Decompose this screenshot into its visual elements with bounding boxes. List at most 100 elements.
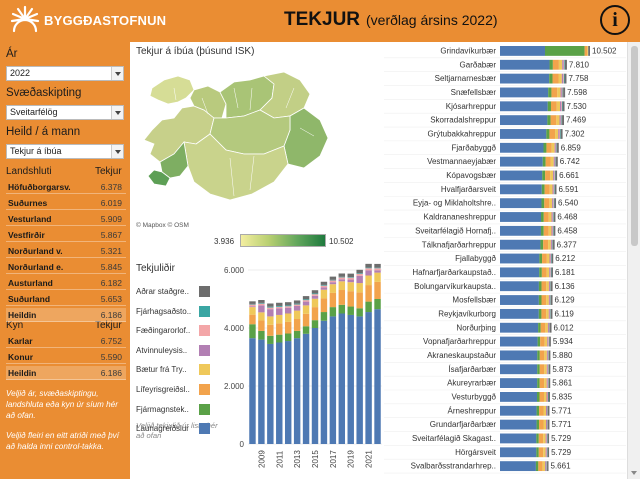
municipality-bar-segment xyxy=(500,350,538,361)
x-tick-label: 2011 xyxy=(275,450,284,468)
stack-segment xyxy=(258,302,265,304)
stack-segment xyxy=(267,303,274,307)
municipality-value: 6.742 xyxy=(560,157,581,166)
municipality-value: 10.502 xyxy=(592,47,617,56)
division-select[interactable]: Sveitarfélög xyxy=(6,105,124,120)
municipality-value: 6.181 xyxy=(555,268,576,277)
municipality-bar-segment xyxy=(548,392,551,402)
municipality-bar-segment xyxy=(549,281,551,292)
iceland-map[interactable] xyxy=(134,58,338,238)
municipality-bar-segment xyxy=(537,350,540,361)
municipality-value: 7.302 xyxy=(565,130,586,139)
municipality-bar-segment xyxy=(500,405,537,416)
scrollbar-thumb[interactable] xyxy=(631,46,638,246)
municipality-bar-segment xyxy=(500,267,540,278)
municipality-value: 5.880 xyxy=(552,351,573,360)
municipality-bar-segment xyxy=(539,253,543,264)
municipality-bar-segment xyxy=(500,392,538,402)
component-item[interactable]: Lífeyrisgreiðsl.. xyxy=(136,385,190,394)
municipality-bar-segment xyxy=(548,378,551,388)
municipality-label: Akureyrarbær xyxy=(447,379,496,388)
municipality-label: Fjallabyggð xyxy=(455,254,496,263)
region-row[interactable]: Höfuðborgarsv. 6.378 xyxy=(6,180,126,194)
municipality-bar-segment xyxy=(556,142,558,153)
region-value: 6.019 xyxy=(100,198,122,208)
municipality-bar-segment xyxy=(554,184,555,195)
municipality-bar-segment xyxy=(546,142,552,153)
region-row[interactable]: Norðurland v. 5.321 xyxy=(6,244,126,258)
component-item[interactable]: Bætur frá Try.. xyxy=(136,365,187,375)
division-select-value: Sveitarfélög xyxy=(10,107,58,117)
municipality-label: Garðabær xyxy=(460,60,497,69)
municipality-bar-segment xyxy=(546,350,548,361)
region-row[interactable]: Suðurland 5.653 xyxy=(6,292,126,306)
municipality-bar-segment xyxy=(555,170,558,181)
components-title: Tekjuliðir xyxy=(136,263,175,274)
x-tick-label: 2021 xyxy=(365,450,374,468)
municipality-bar-segment xyxy=(562,59,564,70)
region-row[interactable]: Suðurnes 6.019 xyxy=(6,196,126,210)
municipality-bar-segment xyxy=(546,129,550,139)
municipality-bar-segment xyxy=(561,115,563,126)
municipality-bar-segment xyxy=(552,225,554,236)
income-components-chart[interactable]: 0 2.000 4.000 6.000 2009 2011 2013 2015 2017 2019… xyxy=(212,262,384,474)
scroll-down-icon[interactable] xyxy=(631,471,637,475)
municipality-bar-segment xyxy=(553,170,555,181)
component-item[interactable]: Fjárhagsaðsto.. xyxy=(136,306,192,316)
stack-segment xyxy=(365,285,372,302)
gender-row[interactable]: Karlar 6.752 xyxy=(6,334,126,348)
municipality-bar-segment xyxy=(551,239,553,250)
x-tick-label: 2015 xyxy=(311,450,320,468)
municipality-bar-segment xyxy=(562,101,565,112)
gender-row[interactable]: Konur 5.590 xyxy=(6,350,126,364)
stack-segment xyxy=(284,341,292,444)
stack-segment xyxy=(267,307,274,310)
region-row[interactable]: Austurland 6.182 xyxy=(6,276,126,290)
component-item[interactable]: Fjármagnstek.. xyxy=(136,404,189,414)
stack-segment xyxy=(338,281,346,291)
gender-row[interactable]: Heildin 6.186 xyxy=(6,366,126,380)
year-select[interactable]: 2022 xyxy=(6,66,124,81)
municipality-bar-segment xyxy=(548,225,552,236)
component-item[interactable]: Atvinnuleysis.. xyxy=(136,345,188,355)
municipality-bar-segment xyxy=(550,239,552,250)
region-row[interactable]: Vestfirðir 5.867 xyxy=(6,228,126,242)
municipality-bar-segment xyxy=(541,281,547,292)
stack-segment xyxy=(258,303,265,306)
stack-segment xyxy=(293,310,301,320)
total-select[interactable]: Tekjur á íbúa xyxy=(6,144,124,159)
component-item[interactable]: Aðrar staðgre.. xyxy=(136,287,189,296)
municipality-income-chart[interactable]: Grindavíkurbær 10.502 Garðabær 7.810 Seltjar… xyxy=(384,42,626,479)
region-row[interactable]: Heildin 6.186 xyxy=(6,308,126,322)
municipality-bar-segment xyxy=(563,73,565,84)
municipality-label: Skorradalshreppur xyxy=(430,116,496,125)
stack-segment xyxy=(267,309,274,317)
gender-header: Kyn xyxy=(6,320,24,331)
component-item[interactable]: Launagreiðslur xyxy=(136,424,189,434)
municipality-bar-segment xyxy=(542,156,546,167)
gender-value: 6.186 xyxy=(100,368,122,378)
region-value: 6.182 xyxy=(100,278,122,288)
municipality-bar-segment xyxy=(546,378,548,388)
region-value: 5.321 xyxy=(100,246,122,256)
stack-segment xyxy=(365,312,372,444)
stack-segment xyxy=(356,275,363,284)
year-select-value: 2022 xyxy=(10,68,31,78)
stack-segment xyxy=(249,303,256,305)
municipality-value: 5.771 xyxy=(551,420,572,429)
municipality-bar-segment xyxy=(549,198,553,209)
municipality-bar-segment xyxy=(548,336,550,347)
municipality-bar-segment xyxy=(543,405,546,416)
region-row[interactable]: Norðurland e. 5.845 xyxy=(6,260,126,274)
map-region-westfjords xyxy=(149,75,195,105)
logo[interactable]: BYGGÐASTOFNUN xyxy=(10,5,166,34)
region-value: 5.845 xyxy=(100,262,122,272)
region-row[interactable]: Vesturland 5.909 xyxy=(6,212,126,226)
component-item[interactable]: Fæðingarorlof.. xyxy=(136,326,191,336)
scrollbar[interactable] xyxy=(627,42,640,479)
stack-segment xyxy=(329,276,337,280)
municipality-bar-segment xyxy=(545,433,547,444)
info-icon[interactable]: i xyxy=(600,5,630,35)
total-select-value: Tekjur á íbúa xyxy=(10,146,62,156)
stack-segment xyxy=(347,282,354,292)
